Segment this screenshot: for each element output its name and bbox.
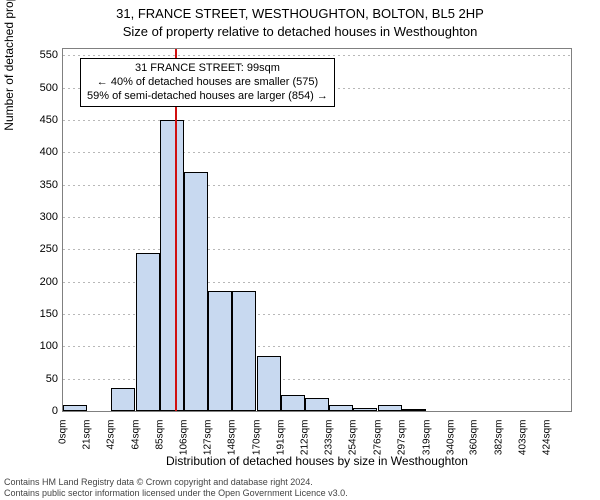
y-tick-label: 550 <box>8 49 58 61</box>
histogram-bar <box>329 405 353 411</box>
gridline <box>63 55 571 56</box>
title-line-1: 31, FRANCE STREET, WESTHOUGHTON, BOLTON,… <box>0 6 600 21</box>
x-tick-label: 64sqm <box>131 420 142 480</box>
x-tick-label: 148sqm <box>226 420 237 480</box>
x-tick-label: 21sqm <box>81 420 92 480</box>
y-tick-label: 500 <box>8 82 58 94</box>
x-tick-label: 403sqm <box>518 420 529 480</box>
histogram-bar <box>136 253 160 411</box>
x-tick-label: 319sqm <box>422 420 433 480</box>
y-tick-label: 250 <box>8 243 58 255</box>
x-tick-label: 254sqm <box>347 420 358 480</box>
y-tick-label: 450 <box>8 114 58 126</box>
histogram-bar <box>378 405 402 411</box>
histogram-bar <box>257 356 281 411</box>
x-tick-label: 170sqm <box>252 420 263 480</box>
histogram-bar <box>305 398 329 411</box>
histogram-bar <box>208 291 232 411</box>
histogram-bar <box>184 172 208 411</box>
gridline <box>63 217 571 218</box>
x-tick-label: 191sqm <box>276 420 287 480</box>
y-tick-label: 150 <box>8 308 58 320</box>
histogram-bar <box>63 405 87 411</box>
x-tick-label: 42sqm <box>105 420 116 480</box>
gridline <box>63 185 571 186</box>
title-line-2: Size of property relative to detached ho… <box>0 24 600 39</box>
histogram-bar <box>111 388 135 411</box>
y-tick-label: 0 <box>8 405 58 417</box>
x-tick-label: 424sqm <box>542 420 553 480</box>
x-tick-label: 340sqm <box>446 420 457 480</box>
x-tick-label: 127sqm <box>202 420 213 480</box>
x-tick-label: 0sqm <box>58 420 69 480</box>
annotation-line-3: 59% of semi-detached houses are larger (… <box>87 90 328 104</box>
x-tick-label: 85sqm <box>155 420 166 480</box>
x-tick-label: 233sqm <box>323 420 334 480</box>
annotation-box: 31 FRANCE STREET: 99sqm ← 40% of detache… <box>80 58 335 107</box>
y-tick-label: 300 <box>8 211 58 223</box>
annotation-line-1: 31 FRANCE STREET: 99sqm <box>87 62 328 76</box>
histogram-bar <box>232 291 256 411</box>
histogram-bar <box>281 395 305 411</box>
x-tick-label: 297sqm <box>397 420 408 480</box>
gridline <box>63 120 571 121</box>
x-tick-label: 382sqm <box>494 420 505 480</box>
footer-line-2: Contains public sector information licen… <box>4 488 596 498</box>
histogram-bar <box>353 408 377 411</box>
annotation-line-2: ← 40% of detached houses are smaller (57… <box>87 76 328 90</box>
y-tick-label: 400 <box>8 146 58 158</box>
histogram-bar <box>160 120 184 411</box>
y-tick-label: 200 <box>8 276 58 288</box>
x-tick-label: 212sqm <box>300 420 311 480</box>
y-tick-label: 100 <box>8 340 58 352</box>
x-tick-label: 106sqm <box>179 420 190 480</box>
gridline <box>63 152 571 153</box>
gridline <box>63 249 571 250</box>
y-tick-label: 350 <box>8 179 58 191</box>
y-tick-label: 50 <box>8 373 58 385</box>
x-tick-label: 276sqm <box>373 420 384 480</box>
x-tick-label: 360sqm <box>468 420 479 480</box>
histogram-bar <box>402 409 426 411</box>
footer-attribution: Contains HM Land Registry data © Crown c… <box>4 477 596 498</box>
